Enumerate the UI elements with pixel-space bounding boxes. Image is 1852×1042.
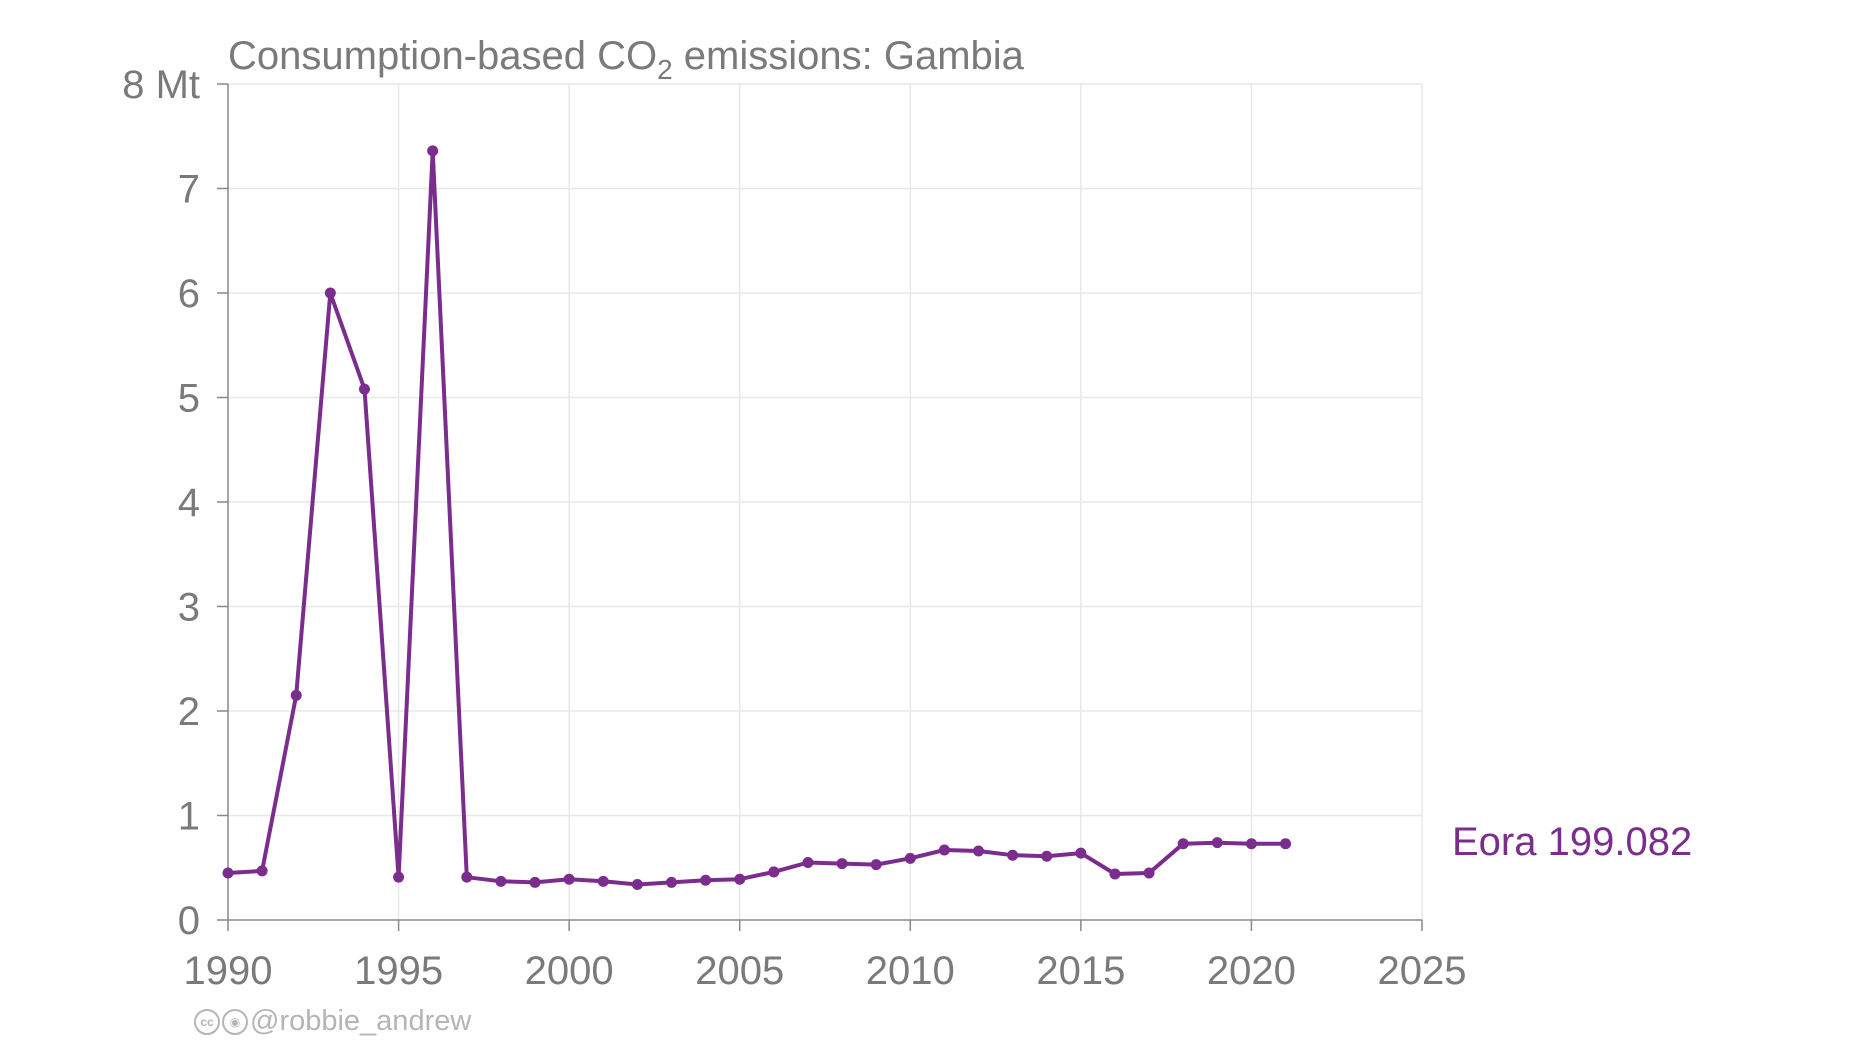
cc-icon: cc xyxy=(194,1008,220,1035)
x-tick-label: 1995 xyxy=(354,949,443,993)
y-tick-label: 1 xyxy=(178,795,200,839)
data-point xyxy=(1211,837,1223,849)
data-point xyxy=(222,867,234,879)
y-tick-label: 5 xyxy=(178,377,200,421)
data-point xyxy=(1109,868,1121,880)
y-tick-label: 6 xyxy=(178,272,200,316)
chart-title: Consumption-based CO2 emissions: Gambia xyxy=(228,34,1025,85)
data-point xyxy=(256,865,268,877)
y-tick-label: 0 xyxy=(178,899,200,943)
x-axis-ticks: 1990 1995 2000 2005 2010 2015 2020 2025 xyxy=(184,920,1467,993)
data-point xyxy=(427,145,439,157)
data-point xyxy=(768,866,780,878)
data-point xyxy=(324,287,336,299)
data-point xyxy=(665,876,677,888)
x-tick-label: 2010 xyxy=(866,949,955,993)
data-point xyxy=(495,875,507,887)
credit: cc ◉ @robbie_andrew xyxy=(194,1005,471,1038)
data-point xyxy=(1075,847,1087,859)
x-tick-label: 2000 xyxy=(525,949,614,993)
y-tick-label: 2 xyxy=(178,690,200,734)
x-tick-label: 2005 xyxy=(695,949,784,993)
data-point xyxy=(461,871,473,883)
y-tick-label: 3 xyxy=(178,586,200,630)
data-point xyxy=(938,844,950,856)
y-tick-label: 7 xyxy=(178,168,200,212)
x-tick-label: 2015 xyxy=(1036,949,1125,993)
series-line xyxy=(227,148,1286,887)
data-point xyxy=(631,878,643,890)
series-group xyxy=(222,145,1292,890)
x-tick-label: 2025 xyxy=(1378,949,1467,993)
data-point xyxy=(393,871,405,883)
x-tick-label: 2020 xyxy=(1207,949,1296,993)
credit-handle: @robbie_andrew xyxy=(250,1005,472,1037)
data-point xyxy=(597,875,609,887)
y-tick-label: 4 xyxy=(178,481,200,525)
data-point xyxy=(1007,849,1019,861)
data-point xyxy=(563,873,575,885)
data-point xyxy=(1143,867,1155,879)
data-point xyxy=(870,859,882,871)
data-point xyxy=(1041,850,1053,862)
data-point xyxy=(973,845,985,857)
data-point xyxy=(904,852,916,864)
data-point xyxy=(802,857,814,869)
y-tick-label: 8 Mt xyxy=(122,63,200,107)
data-point xyxy=(529,876,541,888)
data-point xyxy=(358,383,370,395)
data-point xyxy=(1280,838,1292,850)
by-icon: ◉ xyxy=(222,1008,248,1035)
y-axis-ticks: 0 1 2 3 4 5 6 7 8 Mt xyxy=(122,63,228,943)
grid xyxy=(228,83,1423,920)
data-point xyxy=(290,689,302,701)
data-point xyxy=(700,874,712,886)
data-point xyxy=(836,858,848,870)
x-tick-label: 1990 xyxy=(184,949,273,993)
series-label: Eora 199.082 xyxy=(1452,820,1692,864)
data-point xyxy=(1245,838,1257,850)
data-point xyxy=(734,873,746,885)
data-point xyxy=(1177,838,1189,850)
